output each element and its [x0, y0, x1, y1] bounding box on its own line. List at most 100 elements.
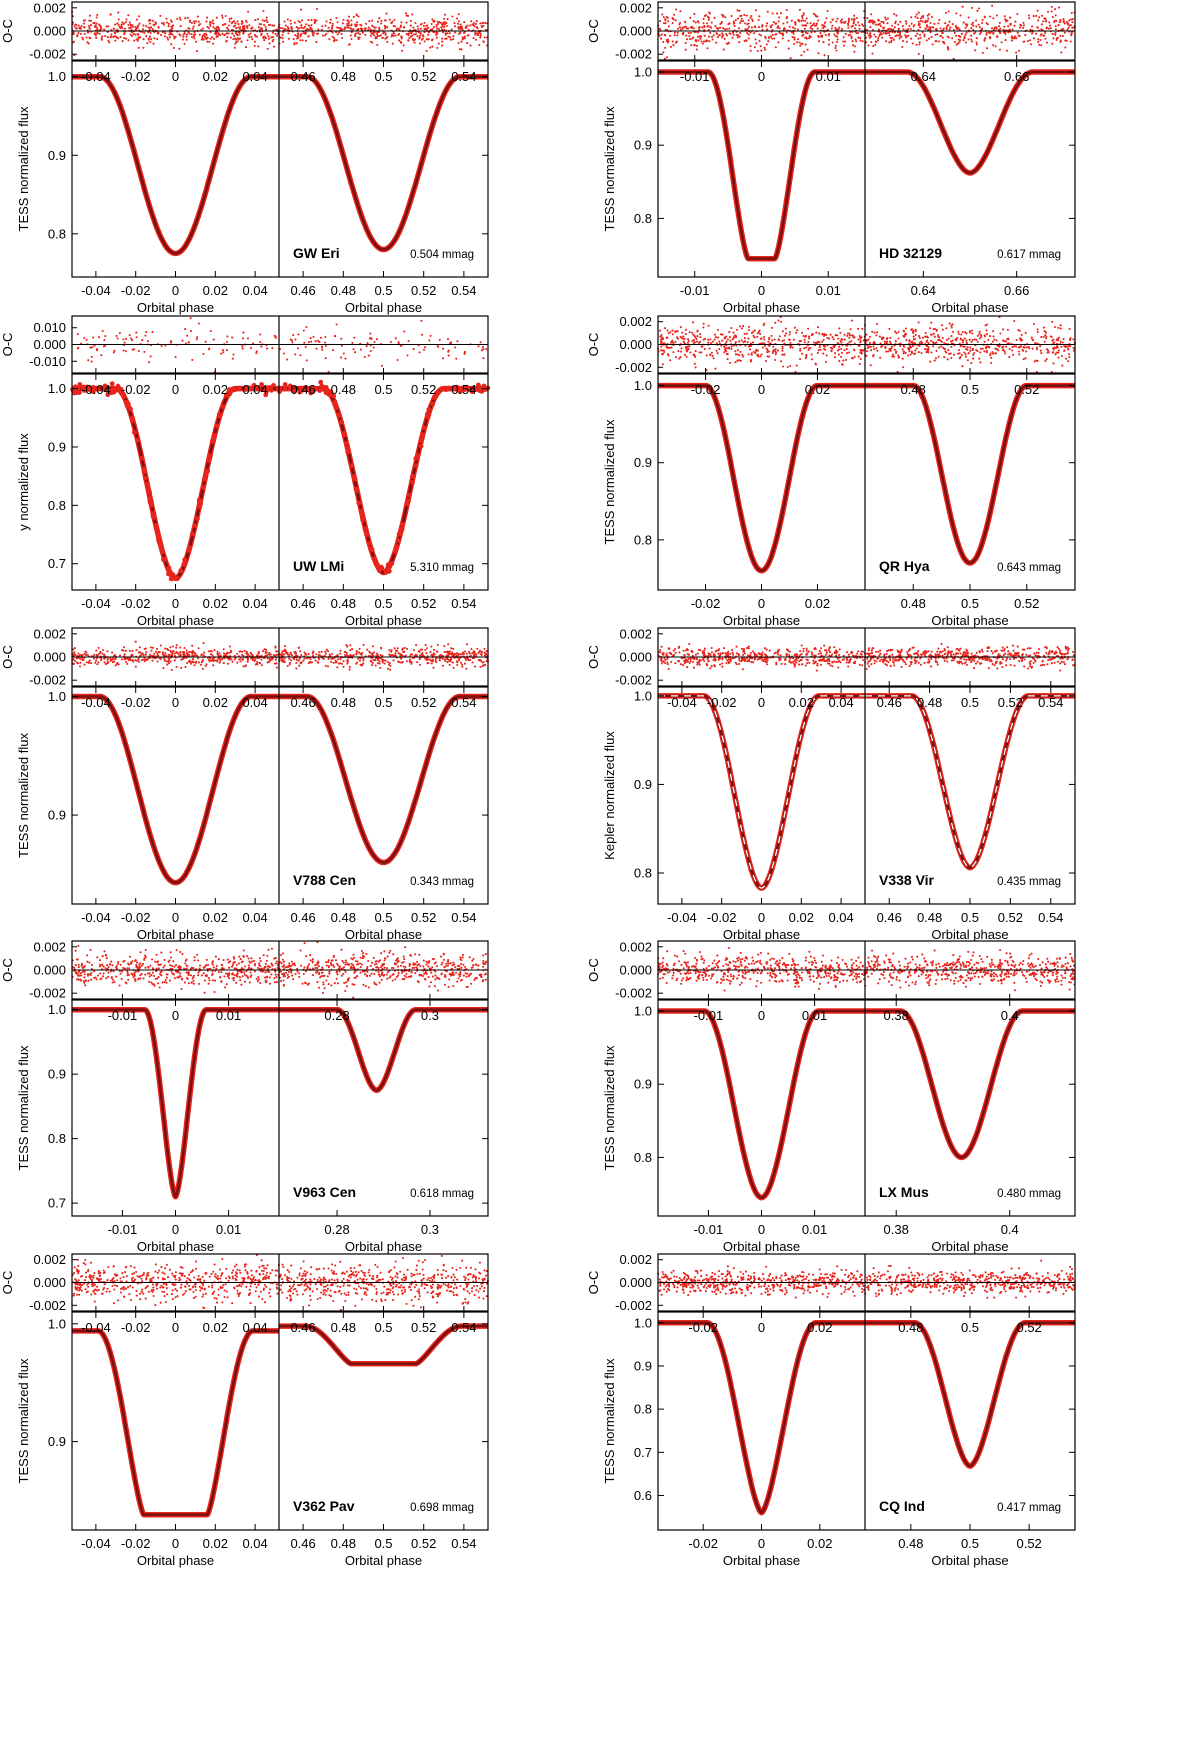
residual-point: [170, 653, 173, 656]
residual-point: [275, 28, 279, 31]
secondary-observed-flux: [277, 385, 490, 576]
residual-point: [317, 339, 320, 342]
residual-point: [860, 336, 863, 339]
residual-point: [145, 330, 148, 334]
residual-point: [775, 33, 778, 36]
residual-point: [753, 336, 756, 339]
residual-point: [721, 339, 724, 342]
residual-point: [884, 32, 887, 35]
residual-point: [447, 350, 450, 353]
residual-point: [1055, 351, 1058, 354]
residual-point: [902, 352, 905, 355]
residual-point: [455, 660, 459, 663]
residual-point: [482, 348, 485, 351]
residual-point: [663, 350, 666, 354]
residual-point: [138, 660, 141, 663]
secondary-residual-points: [864, 4, 1076, 60]
residual-point: [138, 22, 141, 25]
residual-point: [853, 27, 857, 30]
residual-point: [110, 33, 113, 36]
residual-point: [166, 36, 169, 39]
residual-point: [195, 338, 198, 341]
residual-point: [369, 34, 372, 37]
flux-point: [413, 463, 419, 468]
primary-observed-flux: [656, 69, 867, 262]
residual-point: [925, 39, 928, 42]
residual-point: [955, 34, 958, 37]
residual-point: [707, 35, 711, 38]
residual-point: [951, 23, 954, 26]
residual-point: [132, 33, 135, 36]
residual-point: [412, 348, 415, 351]
residual-point: [985, 329, 988, 332]
residual-point: [965, 31, 968, 34]
residual-point: [83, 19, 87, 22]
residual-point: [689, 16, 692, 19]
residual-point: [786, 21, 789, 24]
residual-point: [179, 646, 182, 649]
residual-point: [247, 33, 250, 36]
residual-point: [1054, 8, 1057, 11]
residual-point: [868, 34, 871, 37]
residual-point: [149, 646, 152, 649]
residual-point: [1067, 348, 1070, 351]
residual-point: [925, 335, 929, 338]
residual-point: [73, 659, 77, 662]
residual-point: [286, 25, 289, 29]
residual-point: [851, 24, 854, 27]
residual-point: [747, 33, 750, 36]
residual-point: [1060, 51, 1063, 54]
residual-point: [835, 40, 839, 43]
residual-point: [134, 665, 137, 668]
residual-point: [89, 346, 93, 349]
residual-point: [666, 41, 669, 44]
residual-point: [299, 354, 302, 357]
residual-point: [461, 26, 464, 30]
residual-point: [707, 24, 710, 28]
residual-point: [307, 24, 310, 27]
residual-point: [669, 34, 672, 37]
residual-point: [695, 48, 698, 51]
residual-point: [88, 36, 91, 39]
residual-point: [950, 324, 953, 327]
residual-point: [295, 42, 298, 45]
residual-point: [175, 646, 178, 649]
residual-point: [682, 335, 685, 338]
residual-point: [129, 33, 132, 36]
residual-point: [148, 35, 151, 38]
residual-point: [1031, 338, 1034, 341]
residual-point: [804, 19, 807, 22]
residual-point: [721, 27, 725, 30]
residual-point: [157, 654, 160, 657]
residual-point: [385, 12, 388, 15]
residual-point: [266, 653, 269, 656]
residual-point: [801, 16, 804, 20]
residual-point: [1064, 346, 1067, 349]
residual-point: [371, 645, 374, 648]
residual-point: [914, 15, 917, 18]
residual-point: [325, 20, 328, 23]
residual-point: [1051, 320, 1054, 323]
residual-point: [355, 652, 358, 655]
residual-point: [378, 17, 381, 20]
residual-point: [976, 9, 979, 12]
residual-point: [1036, 328, 1039, 331]
residual-point: [841, 363, 844, 366]
residual-point: [373, 340, 376, 344]
residual-point: [359, 663, 362, 666]
residual-point: [136, 33, 139, 36]
residual-point: [689, 31, 693, 34]
residual-point: [79, 657, 82, 660]
residual-point: [353, 33, 357, 36]
residual-point: [687, 345, 690, 348]
residual-point: [862, 349, 865, 352]
residual-point: [762, 324, 765, 327]
flux-point: [189, 531, 195, 537]
secondary-observed-flux: [863, 382, 1077, 566]
residual-point: [897, 337, 900, 340]
x-tick-label: -0.04: [81, 283, 111, 298]
residual-point: [689, 351, 692, 354]
residual-point: [1055, 19, 1058, 22]
flux-point: [333, 405, 339, 411]
residual-point: [826, 9, 829, 13]
